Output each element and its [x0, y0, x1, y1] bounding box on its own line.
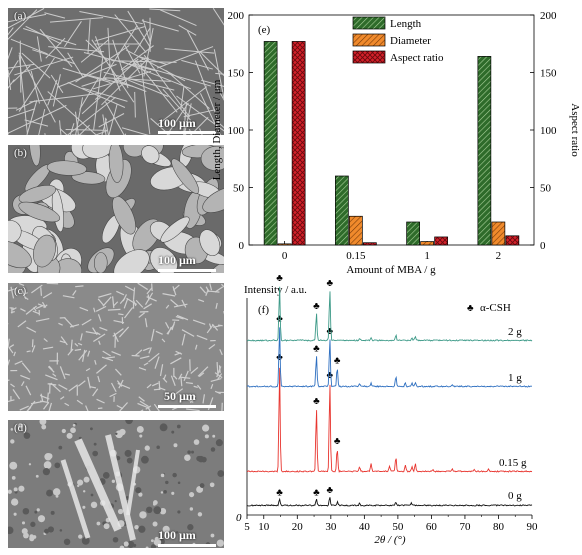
e-legend-label: Diameter: [390, 35, 431, 47]
sem-b-label: (b): [14, 147, 27, 159]
e-xaxis-title: Amount of MBA / g: [346, 264, 436, 276]
e-y2tick-label: 100: [540, 125, 557, 137]
sem-image-b: (b) 100 μm: [8, 145, 224, 273]
sem-c-texture: [8, 283, 224, 411]
e-legend-label: Length: [390, 18, 422, 30]
e-bar-diameter: [349, 215, 363, 246]
sem-image-c: (c) 50 μm: [8, 283, 224, 411]
f-xaxis-title: 2θ / (°): [374, 534, 406, 546]
e-bar-length: [263, 41, 278, 246]
sem-d-scale-text: 100 μm: [158, 528, 196, 542]
e-y2tick-label: 0: [540, 240, 546, 252]
f-series-label: 2 g: [508, 326, 522, 338]
e-y2tick-label: 50: [540, 183, 552, 195]
f-peak-marker: ♣: [313, 487, 320, 498]
e-bar-aspect-ratio: [434, 236, 448, 246]
e-y2axis-title: Aspect ratio: [569, 103, 581, 157]
f-xtick-label: 20: [292, 521, 304, 533]
f-xtick-label: 50: [392, 521, 404, 533]
sem-image-d: (d) 100 μm: [8, 420, 224, 548]
e-legend-swatch: [352, 50, 386, 64]
f-series-label: 0.15 g: [499, 457, 527, 469]
f-series-label: 1 g: [508, 372, 522, 384]
sem-d-scale-bar: [158, 544, 216, 547]
f-panel-label: (f): [258, 304, 269, 316]
f-peak-marker: ♣: [276, 313, 283, 324]
sem-image-a: (a) 100 μm: [8, 8, 224, 135]
e-bar-length: [406, 221, 420, 246]
e-plot-frame: [248, 14, 535, 246]
sem-c-scale-bar: [158, 405, 216, 408]
e-legend-swatch: [352, 33, 386, 47]
f-xtick-label: 5: [244, 521, 250, 533]
f-xtick-label: 70: [459, 521, 471, 533]
f-legend-marker: ♣: [467, 303, 474, 314]
sem-b-scale-bar: [158, 269, 216, 272]
sem-c-label: (c): [14, 285, 27, 297]
f-peak-marker: ♣: [276, 352, 283, 363]
e-bar-length: [477, 56, 492, 246]
f-yaxis-title: Intensity / a.u.: [244, 284, 307, 296]
e-bar-length: [335, 175, 349, 246]
sem-c-scale-text: 50 μm: [164, 389, 196, 403]
sem-d-label: (d): [14, 422, 27, 434]
e-panel-label: (e): [258, 24, 271, 36]
f-xtick-label: 40: [359, 521, 371, 533]
e-xtick-label: 2: [496, 250, 502, 262]
e-ytick-label: 0: [239, 240, 245, 252]
f-series-line: [246, 497, 533, 507]
e-ytick-label: 100: [228, 125, 245, 137]
f-series-line: [246, 367, 533, 473]
f-origin-label: 0: [236, 512, 242, 524]
f-series-line: [247, 327, 532, 388]
e-bar-diameter: [491, 221, 506, 246]
e-bar-aspect-ratio: [363, 242, 377, 246]
f-peak-marker: ♣: [276, 487, 283, 498]
f-peak-marker: ♣: [276, 273, 283, 284]
f-peak-marker: ♣: [327, 326, 334, 337]
f-series-line: [246, 286, 533, 342]
f-xtick-label: 30: [325, 521, 337, 533]
sem-b-texture: [8, 145, 224, 273]
f-series-label: 0 g: [508, 490, 522, 502]
sem-a-scale-bar: [158, 131, 216, 134]
f-xtick-label: 80: [493, 521, 505, 533]
f-peak-marker: ♣: [327, 278, 334, 289]
sem-a-label: (a): [14, 10, 27, 22]
f-peak-marker: ♣: [313, 301, 320, 312]
e-y2tick-label: 200: [540, 10, 557, 22]
e-bar-aspect-ratio: [291, 41, 306, 246]
e-legend-label: Aspect ratio: [390, 52, 444, 64]
e-ytick-label: 150: [228, 68, 245, 80]
sem-a-scale-text: 100 μm: [158, 116, 196, 130]
f-xtick-label: 10: [258, 521, 270, 533]
f-xtick-label: 60: [426, 521, 438, 533]
e-bar-diameter: [277, 243, 292, 246]
e-ytick-label: 200: [228, 10, 245, 22]
sem-b-scale-text: 100 μm: [158, 253, 196, 267]
e-y2tick-label: 150: [540, 68, 557, 80]
f-peak-marker: ♣: [327, 485, 334, 496]
sem-a-texture: [8, 8, 224, 135]
sem-d-texture: [8, 420, 224, 548]
f-legend-label: α-CSH: [480, 302, 511, 314]
f-peak-marker: ♣: [334, 436, 341, 447]
f-peak-marker: ♣: [327, 370, 334, 381]
f-peak-marker: ♣: [334, 355, 341, 366]
e-bar-diameter: [420, 241, 434, 246]
e-bar-aspect-ratio: [505, 235, 520, 246]
e-ytick-label: 50: [233, 183, 245, 195]
e-xtick-label: 0: [282, 250, 288, 262]
f-peak-marker: ♣: [313, 344, 320, 355]
f-peak-marker: ♣: [313, 396, 320, 407]
e-xtick-label: 0.15: [346, 250, 366, 262]
e-xtick-label: 1: [424, 250, 430, 262]
f-xtick-label: 90: [527, 521, 539, 533]
e-legend-swatch: [352, 16, 386, 30]
